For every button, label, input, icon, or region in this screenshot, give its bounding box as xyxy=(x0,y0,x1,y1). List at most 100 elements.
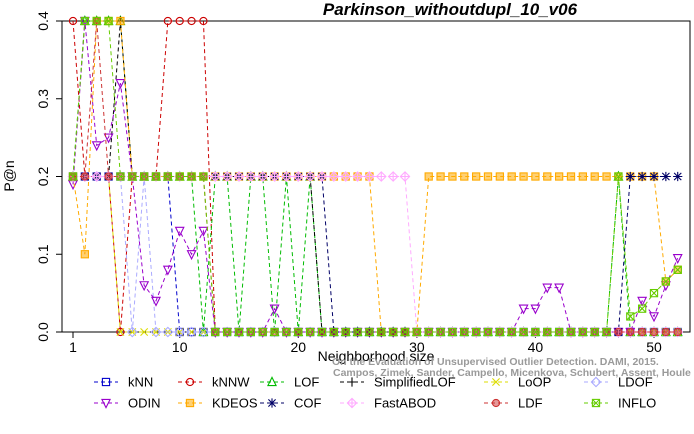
y-axis: 0.0 0.1 0.2 0.3 0.4 xyxy=(35,11,62,342)
point-inflo-7 xyxy=(140,172,149,181)
legend-marker-knnw xyxy=(185,377,195,387)
point-inflo-18 xyxy=(270,328,279,336)
point-inflo-12 xyxy=(199,172,208,181)
point-cof-50 xyxy=(649,171,659,182)
point-kdeos-38 xyxy=(507,172,516,181)
point-inflo-31 xyxy=(424,327,433,337)
point-fastabod-21 xyxy=(304,171,316,182)
point-fastabod-22 xyxy=(316,171,328,182)
point-kdeos-34 xyxy=(460,172,469,181)
point-inflo-21 xyxy=(305,327,315,337)
point-inflo-17 xyxy=(258,327,267,337)
legend-marker-loop xyxy=(492,378,500,386)
point-inflo-19 xyxy=(282,327,291,337)
point-fastabod-16 xyxy=(246,171,256,182)
point-fastabod-29 xyxy=(399,171,411,182)
point-odin-49 xyxy=(637,296,648,307)
point-loop-5 xyxy=(116,328,125,336)
point-inflo-32 xyxy=(436,328,445,336)
point-inflo-40 xyxy=(531,327,540,337)
x-axis-label: Neighborhood size xyxy=(318,348,435,364)
point-inflo-22 xyxy=(317,327,327,337)
point-fastabod-27 xyxy=(375,171,387,182)
point-fastabod-24 xyxy=(340,171,352,182)
point-ldof-9 xyxy=(162,326,174,338)
point-knnw-5 xyxy=(116,327,125,337)
point-inflo-1 xyxy=(68,172,78,181)
point-inflo-51 xyxy=(661,277,671,286)
point-inflo-52 xyxy=(673,265,682,274)
point-inflo-14 xyxy=(222,327,232,337)
point-ldf-50 xyxy=(649,327,659,337)
point-kdeos-2 xyxy=(80,250,90,259)
point-inflo-36 xyxy=(483,327,493,337)
point-kdeos-46 xyxy=(602,172,611,181)
point-fastabod-22 xyxy=(317,171,327,182)
point-kdeos-5 xyxy=(116,16,125,26)
point-inflo-43 xyxy=(566,327,576,337)
point-inflo-39 xyxy=(519,328,528,336)
point-kdeos-41 xyxy=(543,172,552,181)
point-inflo-23 xyxy=(329,327,339,337)
point-inflo-45 xyxy=(590,328,599,336)
point-inflo-52 xyxy=(673,265,682,274)
point-inflo-10 xyxy=(175,172,184,181)
point-cof-51 xyxy=(661,171,671,182)
point-fastabod-15 xyxy=(233,171,245,182)
point-inflo-25 xyxy=(353,327,362,337)
point-ldof-6 xyxy=(126,326,138,338)
point-inflo-25 xyxy=(353,327,362,337)
point-inflo-7 xyxy=(139,172,149,181)
point-odin-8 xyxy=(151,296,161,307)
point-inflo-8 xyxy=(151,172,161,181)
point-odin-5 xyxy=(115,79,126,90)
legend-marker-knn xyxy=(101,377,111,387)
point-inflo-40 xyxy=(531,327,540,337)
legend-marker-lof xyxy=(267,376,277,387)
point-kdeos-41 xyxy=(543,172,552,181)
point-ldof-11 xyxy=(186,326,197,338)
point-inflo-48 xyxy=(626,312,635,321)
point-ldof-9 xyxy=(162,326,174,338)
point-ldf-4 xyxy=(104,172,113,181)
point-inflo-22 xyxy=(318,328,326,336)
point-inflo-48 xyxy=(626,312,635,321)
point-knnw-10 xyxy=(175,16,184,26)
point-inflo-44 xyxy=(578,327,588,337)
point-inflo-24 xyxy=(341,328,350,336)
point-inflo-50 xyxy=(650,289,658,298)
point-inflo-15 xyxy=(234,327,244,337)
point-fastabod-20 xyxy=(292,171,304,182)
point-odin-50 xyxy=(649,312,659,323)
point-kdeos-35 xyxy=(471,172,481,181)
x-tick-label-4: 40 xyxy=(528,339,544,355)
point-fastabod-18 xyxy=(269,171,280,182)
point-inflo-30 xyxy=(412,328,421,336)
legend-item-cof: COF xyxy=(260,396,322,411)
point-inflo-11 xyxy=(187,172,196,181)
point-inflo-12 xyxy=(199,172,208,181)
legend-label-knnw: kNNW xyxy=(212,375,250,390)
legend-label-loop: LoOP xyxy=(518,375,551,390)
point-inflo-26 xyxy=(365,328,374,336)
point-ldof-12 xyxy=(198,326,209,338)
point-ldf-48 xyxy=(626,327,635,337)
x-tick-label-5: 50 xyxy=(646,339,662,355)
point-kdeos-5 xyxy=(116,16,125,26)
point-knnw-11 xyxy=(187,16,196,26)
legend-marker-knnw xyxy=(185,377,195,387)
point-odin-7 xyxy=(139,281,150,292)
chart-title: Parkinson_withoutdupl_10_v06 xyxy=(323,0,578,19)
y-tick-label-0: 0.0 xyxy=(35,322,51,342)
point-inflo-1 xyxy=(68,172,78,181)
point-ldof-10 xyxy=(174,326,186,338)
point-inflo-16 xyxy=(246,327,256,337)
point-inflo-21 xyxy=(306,328,315,336)
point-cof-48 xyxy=(625,171,635,182)
legend-marker-inflo xyxy=(591,398,601,408)
point-fastabod-15 xyxy=(234,171,244,182)
credit-line-2: Campos, Zimek, Sander, Campello, Micenko… xyxy=(333,367,691,379)
point-inflo-13 xyxy=(211,327,220,337)
point-inflo-38 xyxy=(507,327,516,337)
point-inflo-9 xyxy=(163,172,172,181)
